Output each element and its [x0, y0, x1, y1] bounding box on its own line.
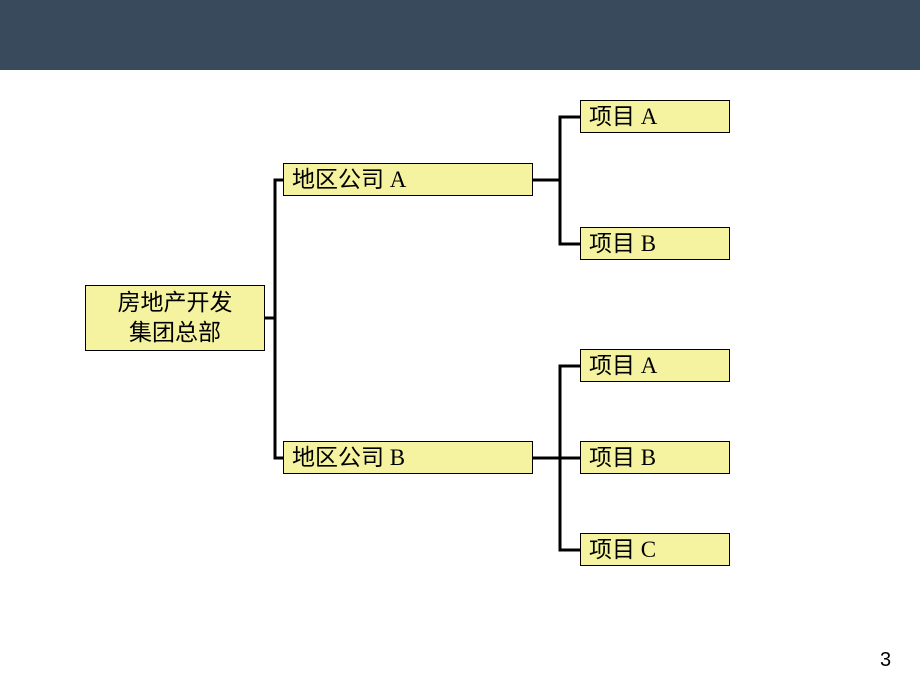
- node-project-a-bottom-label: 项目 A: [589, 351, 657, 381]
- node-company-a-label: 地区公司 A: [292, 165, 406, 195]
- node-project-c-bottom-label: 项目 C: [589, 535, 656, 565]
- node-project-c-bottom: 项目 C: [580, 533, 730, 566]
- node-project-b-top: 项目 B: [580, 227, 730, 260]
- node-project-b-top-label: 项目 B: [589, 229, 656, 259]
- node-company-b: 地区公司 B: [283, 441, 533, 474]
- page-number: 3: [880, 649, 891, 672]
- node-project-a-top: 项目 A: [580, 100, 730, 133]
- node-root: 房地产开发 集团总部: [85, 285, 265, 351]
- node-project-b-bottom: 项目 B: [580, 441, 730, 474]
- node-company-b-label: 地区公司 B: [292, 443, 405, 473]
- node-project-a-top-label: 项目 A: [589, 102, 657, 132]
- node-root-label: 房地产开发 集团总部: [118, 288, 233, 348]
- node-company-a: 地区公司 A: [283, 163, 533, 196]
- node-project-b-bottom-label: 项目 B: [589, 443, 656, 473]
- node-project-a-bottom: 项目 A: [580, 349, 730, 382]
